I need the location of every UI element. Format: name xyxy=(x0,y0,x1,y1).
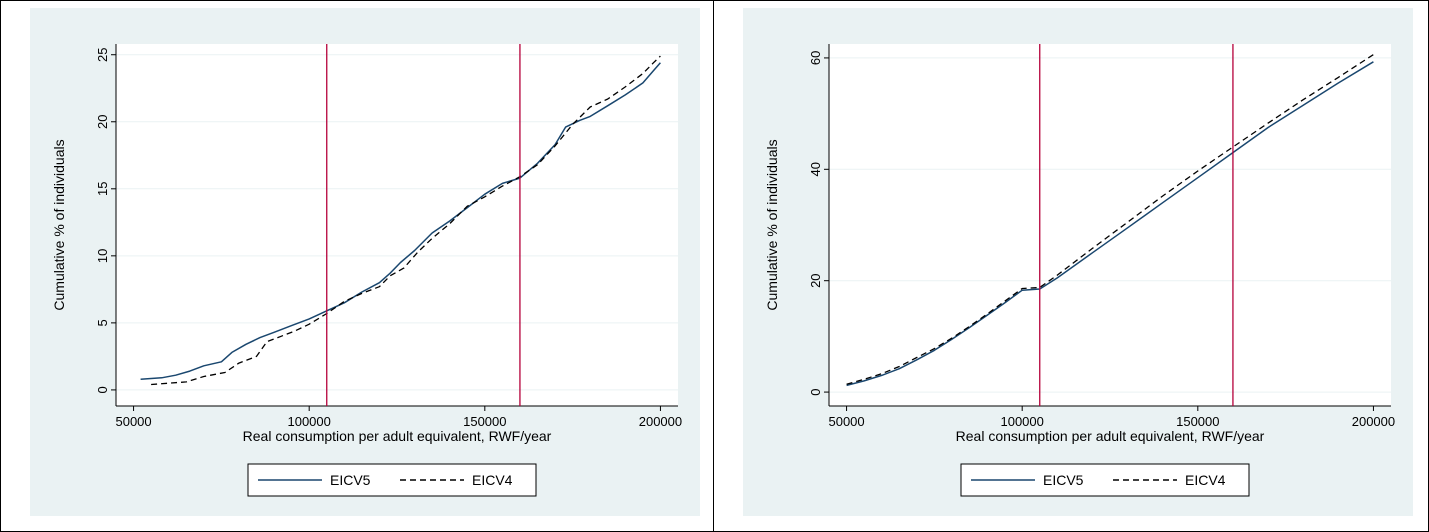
y-tick-label: 20 xyxy=(808,273,823,287)
series-line-eicv4 xyxy=(846,54,1374,385)
plot-area xyxy=(116,44,678,406)
legend: EICV5 EICV4 xyxy=(247,463,537,497)
plot-area xyxy=(829,44,1391,406)
chart-left: 0 5 10 15 20 25 50000 100000 150000 200000 Real co… xyxy=(30,8,700,516)
y-tick-label: 60 xyxy=(808,51,823,65)
x-axis-title: Real consumption per adult equivalent, R… xyxy=(956,428,1265,444)
y-axis-title: Cumulative % of individuals xyxy=(764,139,780,310)
y-tick-label: 0 xyxy=(808,388,823,395)
legend-label-eicv4: EICV4 xyxy=(1185,472,1226,488)
x-axis-title: Real consumption per adult equivalent, R… xyxy=(243,428,552,444)
y-tick-label: 20 xyxy=(95,115,110,129)
panel-divider xyxy=(713,0,714,532)
x-tick-label: 200000 xyxy=(1352,414,1395,429)
x-tick-label: 50000 xyxy=(828,414,864,429)
series-line-eicv5 xyxy=(846,61,1374,387)
y-tick-label: 5 xyxy=(95,319,110,326)
x-tick-label: 150000 xyxy=(463,414,506,429)
y-tick-label: 15 xyxy=(95,182,110,196)
chart-panel-right: 0 20 40 60 50000 100000 150000 200000 Real consu… xyxy=(743,8,1413,521)
y-tick-label: 40 xyxy=(808,162,823,176)
y-tick-label: 10 xyxy=(95,249,110,263)
x-tick-label: 100000 xyxy=(1000,414,1043,429)
x-tick-label: 200000 xyxy=(639,414,682,429)
y-tick-label: 25 xyxy=(95,47,110,61)
legend-label-eicv5: EICV5 xyxy=(1043,472,1084,488)
y-axis-title: Cumulative % of individuals xyxy=(51,139,67,310)
legend: EICV5 EICV4 xyxy=(960,463,1250,497)
x-tick-label: 50000 xyxy=(115,414,151,429)
x-tick-label: 150000 xyxy=(1176,414,1219,429)
series-line-eicv4 xyxy=(151,55,661,386)
y-tick-label: 0 xyxy=(95,386,110,393)
chart-panel-left: 0 5 10 15 20 25 50000 100000 150000 200000 Real co… xyxy=(30,8,700,521)
series-line-eicv5 xyxy=(140,62,661,380)
legend-label-eicv5: EICV5 xyxy=(330,472,371,488)
x-tick-label: 100000 xyxy=(287,414,330,429)
chart-right: 0 20 40 60 50000 100000 150000 200000 Real consu… xyxy=(743,8,1413,516)
legend-label-eicv4: EICV4 xyxy=(472,472,513,488)
